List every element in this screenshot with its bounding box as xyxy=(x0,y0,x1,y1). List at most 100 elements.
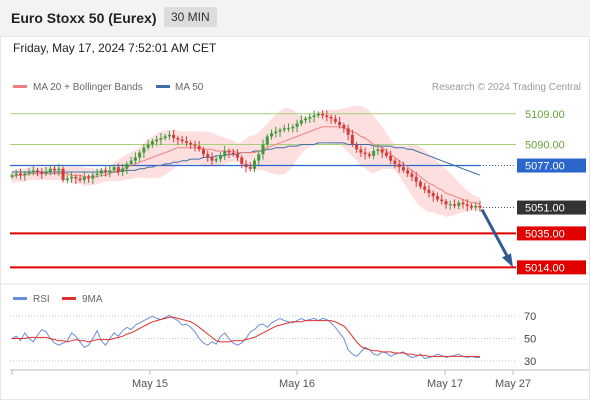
candle-body xyxy=(350,134,354,145)
support-label: 5035.00 xyxy=(525,228,565,240)
candle-body xyxy=(312,115,316,118)
candle-body xyxy=(452,204,456,206)
candle-body xyxy=(146,144,150,148)
candle-body xyxy=(278,129,282,132)
candle-body xyxy=(172,134,176,139)
candle-body xyxy=(163,136,167,139)
candle-body xyxy=(142,147,146,153)
candle-body xyxy=(206,154,210,158)
candle-body xyxy=(431,193,435,197)
candle-body xyxy=(393,160,397,164)
candle-body xyxy=(78,178,82,181)
candle-body xyxy=(176,138,180,140)
candle-body xyxy=(304,118,308,121)
x-tick-label: May 27 xyxy=(495,378,531,390)
instrument-title: Euro Stoxx 50 (Eurex) xyxy=(11,10,157,26)
candle-body xyxy=(367,154,371,156)
candle-body xyxy=(48,168,52,172)
header-bar: Euro Stoxx 50 (Eurex) 30 MIN xyxy=(0,0,590,37)
candle-body xyxy=(261,144,265,155)
candle-body xyxy=(189,142,193,145)
candle-body xyxy=(10,175,14,177)
ma20-legend-swatch xyxy=(13,85,27,88)
candle-body xyxy=(316,113,320,116)
candle-body xyxy=(65,178,69,181)
candle-body xyxy=(87,176,91,179)
rsi-tick-label: 70 xyxy=(524,311,536,323)
candle-body xyxy=(372,150,376,156)
candle-body xyxy=(116,167,120,172)
candle-body xyxy=(184,141,188,143)
candle-body xyxy=(380,149,384,153)
candle-body xyxy=(91,175,95,179)
candle-body xyxy=(121,168,125,172)
rsi-legend-swatch xyxy=(13,297,27,300)
candle-body xyxy=(36,170,40,172)
candle-body xyxy=(70,176,74,179)
candle-body xyxy=(355,144,359,150)
rsi-line xyxy=(11,314,480,360)
candle-body xyxy=(474,205,478,208)
candle-body xyxy=(333,118,337,122)
candle-body xyxy=(227,150,231,153)
candle-body xyxy=(389,155,393,161)
candle-body xyxy=(223,150,227,156)
candle-body xyxy=(401,167,405,171)
candle-body xyxy=(257,154,261,161)
candle-body xyxy=(150,141,154,145)
candle-body xyxy=(397,163,401,168)
candle-body xyxy=(253,160,257,169)
candle-body xyxy=(465,204,469,206)
support-label: 5014.00 xyxy=(525,262,565,274)
candle-body xyxy=(129,160,133,164)
candle-body xyxy=(444,201,448,205)
candle-body xyxy=(346,128,350,135)
candle-body xyxy=(108,170,112,172)
candle-body xyxy=(125,163,129,169)
projection-arrow-head xyxy=(502,253,513,268)
last-price-label: 5051.00 xyxy=(525,203,565,215)
candle-body xyxy=(27,171,31,174)
candle-body xyxy=(291,126,295,129)
candle-body xyxy=(342,125,346,129)
rsi-tick-label: 50 xyxy=(524,334,536,346)
candle-body xyxy=(159,138,163,140)
candle-body xyxy=(329,117,333,119)
support-tag xyxy=(517,260,586,275)
ma20-line xyxy=(11,126,481,205)
candle-body xyxy=(469,205,473,208)
ma50-legend-label: MA 50 xyxy=(175,82,204,93)
resistance-label: 5090.00 xyxy=(525,140,565,152)
candle-body xyxy=(406,170,410,174)
candle-body xyxy=(244,163,248,168)
candle-body xyxy=(210,157,214,161)
candle-body xyxy=(359,149,363,153)
rsi-legend-label: RSI xyxy=(33,294,50,305)
candle-body xyxy=(299,120,303,124)
candle-body xyxy=(240,157,244,164)
chart-datetime: Friday, May 17, 2024 7:52:01 AM CET xyxy=(13,41,217,55)
candle-body xyxy=(270,133,274,137)
candle-body xyxy=(478,205,482,208)
pivot-label: 5077.00 xyxy=(525,161,565,173)
candle-body xyxy=(338,121,342,126)
candle-body xyxy=(82,176,86,181)
rsi-ma-legend-label: 9MA xyxy=(82,294,103,305)
timeframe-badge[interactable]: 30 MIN xyxy=(164,7,217,27)
candle-body xyxy=(99,170,103,174)
rsi-tick-label: 30 xyxy=(524,356,536,368)
x-tick-label: May 17 xyxy=(427,378,463,390)
candle-body xyxy=(325,115,329,118)
candle-body xyxy=(95,173,99,176)
candle-body xyxy=(104,170,108,172)
candle-body xyxy=(376,149,380,151)
candle-body xyxy=(133,157,137,161)
rsi-ma-legend-swatch xyxy=(62,297,76,300)
candle-body xyxy=(308,117,312,119)
candle-body xyxy=(248,167,252,169)
candle-body xyxy=(265,136,269,145)
candle-body xyxy=(44,171,48,174)
candle-body xyxy=(74,176,78,179)
candle-body xyxy=(138,152,142,158)
candle-body xyxy=(40,171,44,174)
